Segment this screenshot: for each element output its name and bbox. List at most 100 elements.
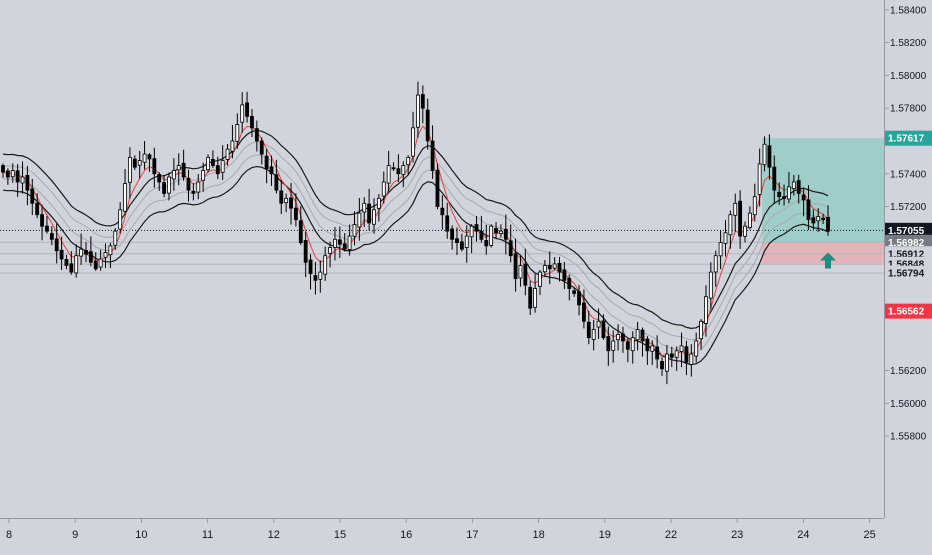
candle-body xyxy=(15,170,20,183)
candle-body xyxy=(128,156,132,183)
candle-body xyxy=(811,217,816,224)
time-tick-label: 25 xyxy=(863,529,875,541)
candle-body xyxy=(333,238,337,248)
candle-body xyxy=(74,255,79,274)
candle-body xyxy=(59,249,64,260)
candle-body xyxy=(704,296,708,324)
candle-body xyxy=(621,333,625,342)
upper-inner-band-line xyxy=(2,141,829,341)
candle-body xyxy=(767,145,772,168)
candle-body xyxy=(747,212,752,228)
candle-body xyxy=(664,353,669,372)
candle-body xyxy=(259,140,264,155)
candle-body xyxy=(450,228,455,240)
candle-body xyxy=(376,197,381,209)
candle-body xyxy=(274,174,279,191)
candle-body xyxy=(596,320,601,328)
candle-body xyxy=(435,169,440,207)
candle-body xyxy=(386,165,391,184)
candle-body xyxy=(787,186,791,200)
price-tick-label: 1.57800 xyxy=(890,104,927,115)
candle-body xyxy=(269,166,274,175)
candle-body xyxy=(54,238,59,252)
price-tag-label: 1.56982 xyxy=(888,238,925,249)
candle-body xyxy=(240,104,245,123)
candle-body xyxy=(206,156,210,171)
candle-body xyxy=(254,128,259,142)
candle-body xyxy=(215,165,220,175)
candle-body xyxy=(445,215,450,232)
candle-body xyxy=(674,350,679,358)
candle-body xyxy=(806,199,811,221)
candle-body xyxy=(523,263,528,286)
time-tick-label: 17 xyxy=(466,529,478,541)
candle-body xyxy=(264,155,269,170)
candle-body xyxy=(826,216,830,232)
candle-body xyxy=(245,102,249,117)
candle-body xyxy=(762,143,767,166)
candle-body xyxy=(235,124,240,142)
candle-body xyxy=(816,215,821,222)
price-tick-label: 1.56200 xyxy=(890,366,927,377)
candle-body xyxy=(513,253,518,280)
candle-body xyxy=(162,182,167,194)
candle-body xyxy=(210,159,215,166)
candle-body xyxy=(196,181,201,193)
candle-body xyxy=(201,170,206,181)
candle-body xyxy=(167,176,171,194)
candle-body xyxy=(533,288,538,308)
candle-body xyxy=(191,190,196,194)
price-tag-label: 1.56794 xyxy=(888,269,925,280)
candle-body xyxy=(640,329,645,342)
candle-body xyxy=(186,177,191,191)
candle-body xyxy=(230,140,235,152)
price-tag-label: 1.56848 xyxy=(888,260,925,271)
price-tag-stop-loss xyxy=(885,303,932,319)
candle-body xyxy=(562,269,567,281)
price-tag-label: 1.56912 xyxy=(888,249,925,260)
candle-body xyxy=(118,209,123,230)
candle-body xyxy=(728,214,733,236)
candle-body xyxy=(630,337,635,352)
candle-body xyxy=(137,160,142,166)
price-tag-level xyxy=(885,265,932,281)
candle-body xyxy=(108,245,113,256)
candle-body xyxy=(313,275,318,281)
candle-body xyxy=(474,224,479,232)
candle-body xyxy=(391,167,396,170)
candle-body xyxy=(367,203,372,224)
price-tick-label: 1.57400 xyxy=(890,169,927,180)
candle-body xyxy=(777,191,782,198)
candle-body xyxy=(113,230,118,246)
time-tick-label: 11 xyxy=(202,529,213,541)
candle-body xyxy=(40,214,44,227)
candle-body xyxy=(147,154,152,160)
candle-body xyxy=(298,220,303,244)
candle-body xyxy=(518,265,523,279)
candle-body xyxy=(679,345,684,352)
lower-inner-band-line xyxy=(2,154,829,354)
candle-body xyxy=(152,158,157,175)
price-tick-label: 1.57200 xyxy=(890,202,927,213)
candle-body xyxy=(35,202,40,216)
candle-body xyxy=(772,166,777,191)
candle-body xyxy=(572,290,577,294)
arrow-marker-group xyxy=(820,252,836,269)
candle-body xyxy=(718,242,723,257)
candle-body xyxy=(303,240,308,263)
candle-body xyxy=(279,190,284,204)
candle-body xyxy=(616,334,621,341)
time-tick-label: 9 xyxy=(72,529,78,541)
candle-body xyxy=(542,265,547,273)
candle-body xyxy=(171,170,176,180)
candle-body xyxy=(323,255,328,275)
candle-body xyxy=(123,183,127,212)
candle-body xyxy=(782,196,786,199)
candle-body xyxy=(557,262,562,273)
candle-body xyxy=(459,241,464,250)
candle-body xyxy=(538,271,542,287)
time-tick-label: 18 xyxy=(532,529,544,541)
